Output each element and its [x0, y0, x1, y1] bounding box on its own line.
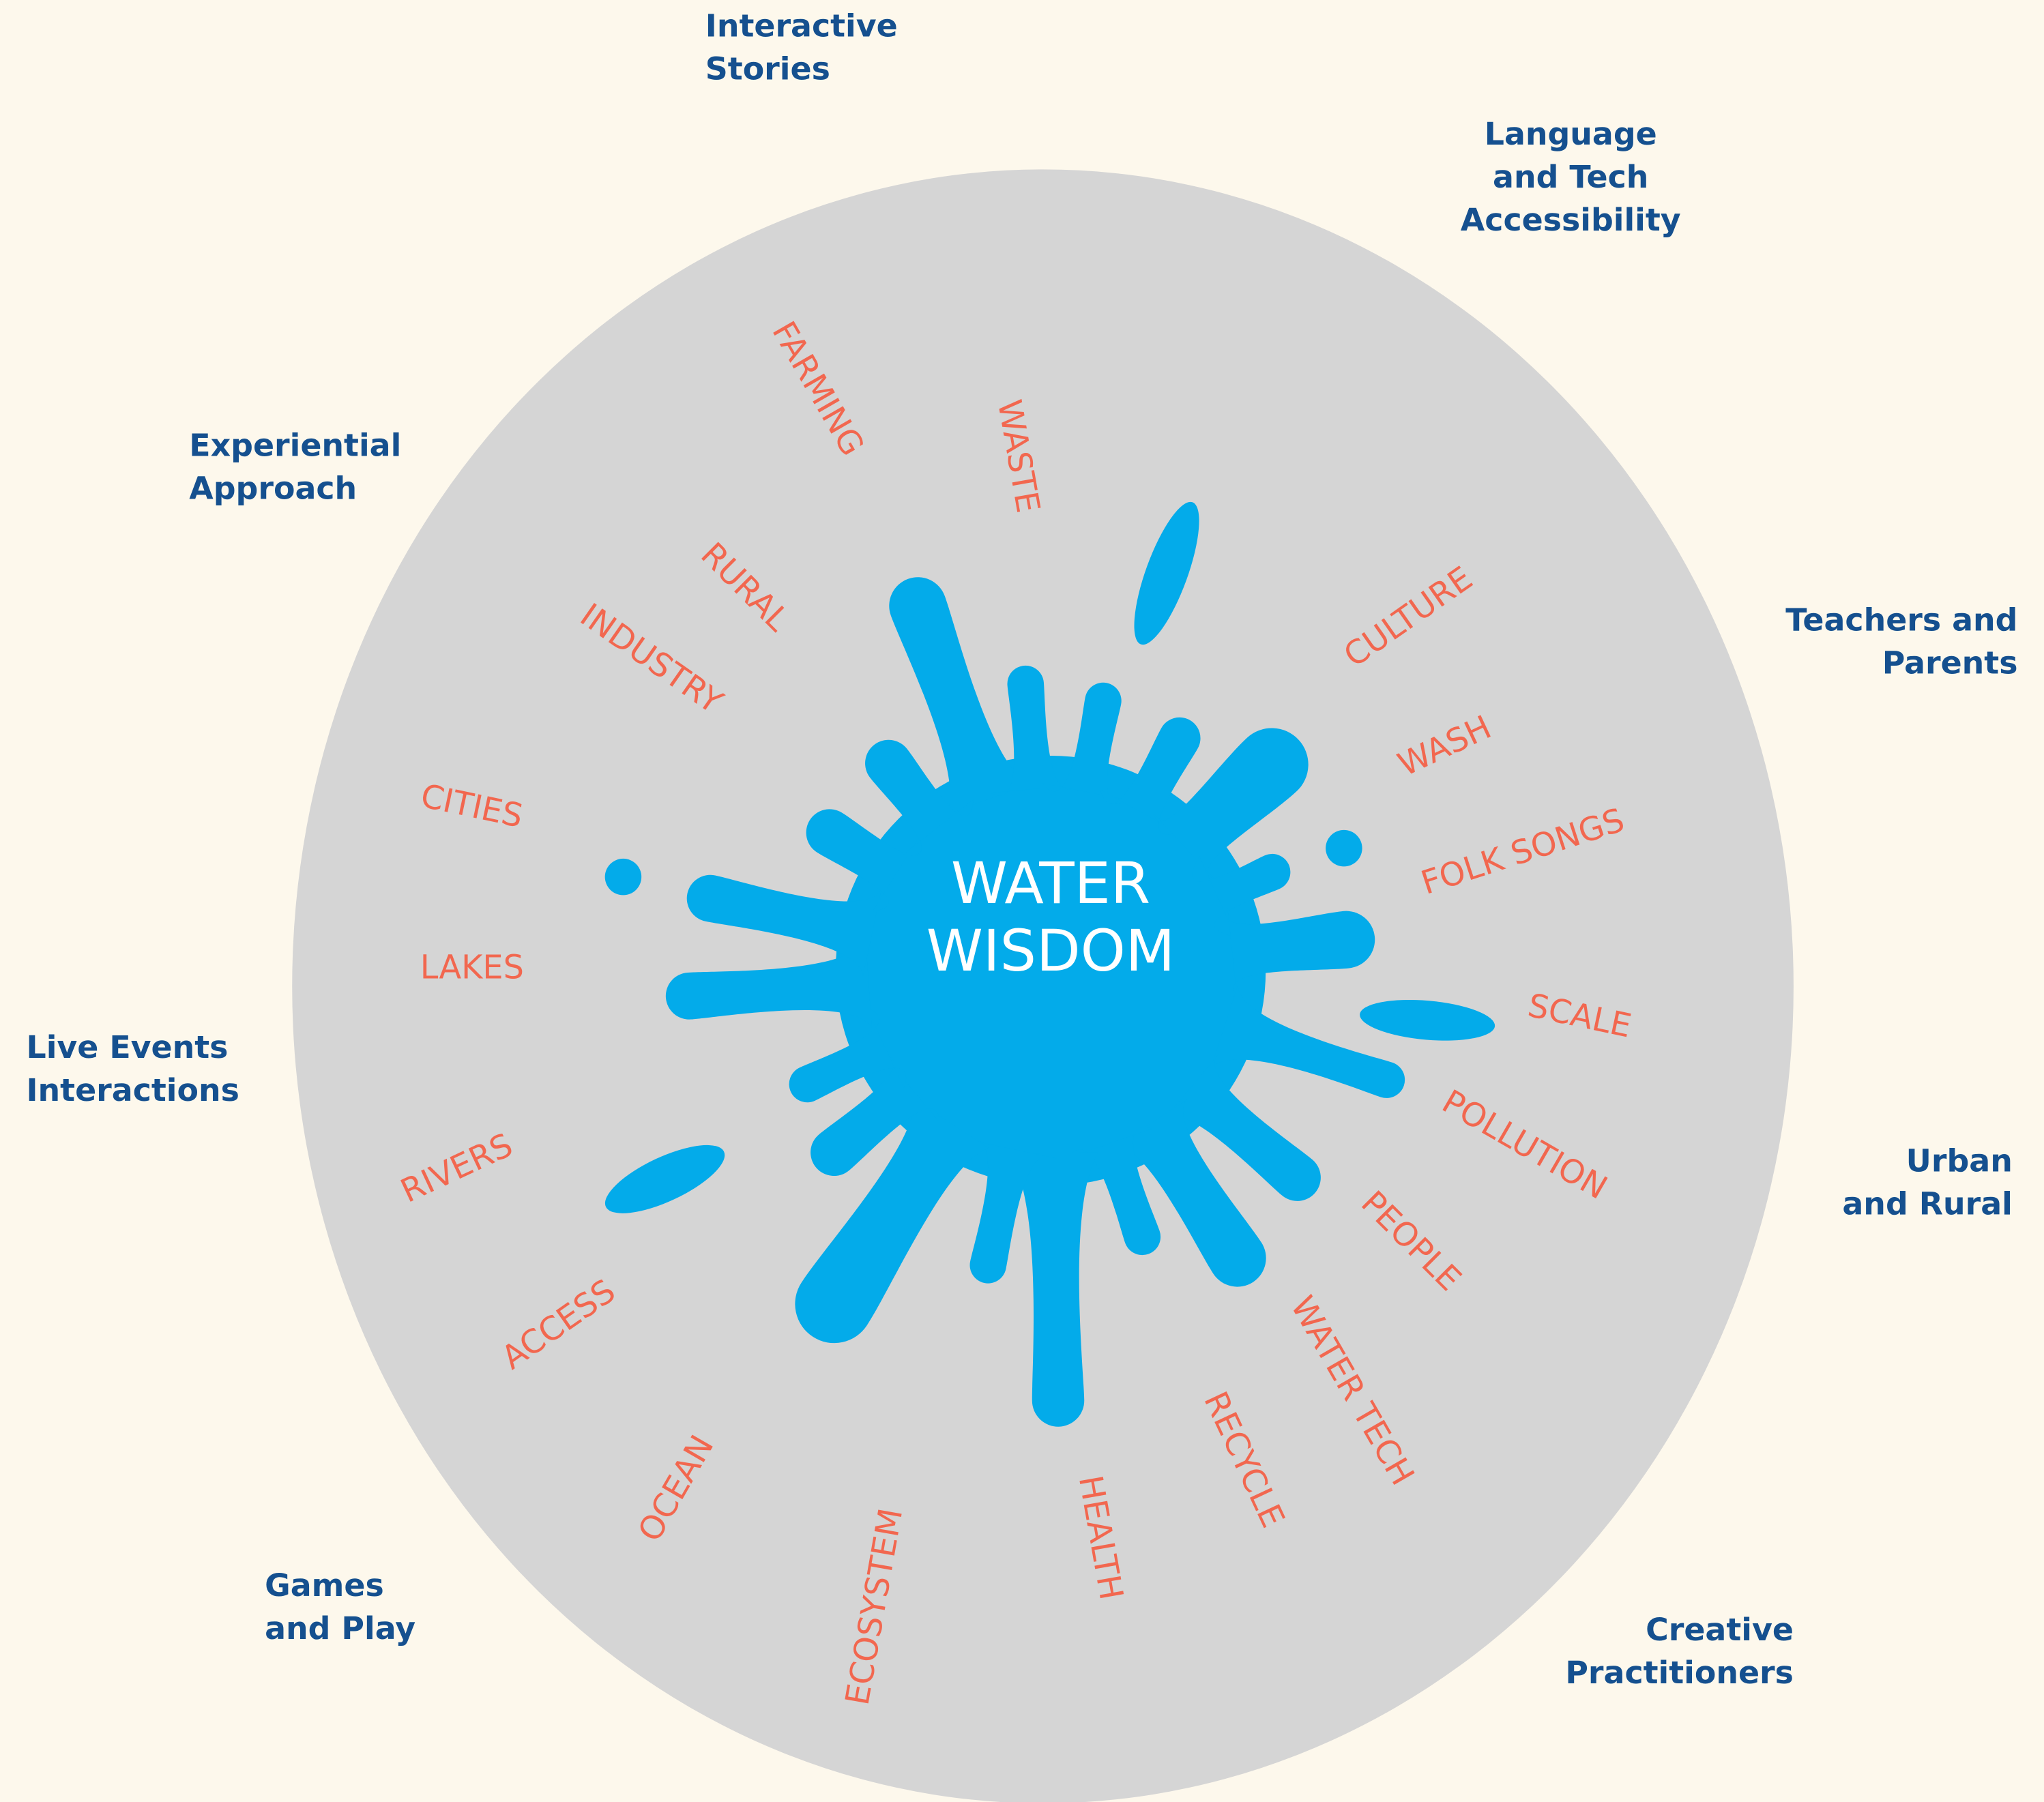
audience-label: Games	[265, 1567, 384, 1604]
audience-label: Practitioners	[1565, 1654, 1794, 1691]
topic-label: LAKES	[420, 949, 524, 987]
audience-label: Live Events	[27, 1029, 229, 1065]
audience-label: Stories	[705, 50, 830, 87]
audience-label: Language	[1485, 115, 1657, 152]
audience-label: Parents	[1882, 645, 2018, 681]
audience-label: and Rural	[1842, 1185, 2012, 1222]
audience-label: Creative	[1646, 1611, 1794, 1648]
diagram: WATERWISDOM Interactive Stories Language and…	[0, 0, 2044, 1802]
center-title: WATER	[951, 850, 1150, 917]
audience-label: Experiential	[189, 427, 401, 464]
center-title: WISDOM	[926, 917, 1176, 984]
audience-label: Accessibility	[1461, 201, 1681, 238]
audience-label: Interactions	[27, 1072, 239, 1108]
audience-label: Teachers and	[1785, 602, 2017, 638]
audience-label: Urban	[1906, 1142, 2013, 1179]
droplet	[1326, 830, 1362, 866]
audience-label: Interactive	[705, 7, 898, 44]
audience-label: Approach	[189, 470, 357, 507]
audience-label: and Tech	[1493, 158, 1648, 195]
droplet	[605, 859, 641, 895]
audience-label: and Play	[265, 1610, 415, 1646]
